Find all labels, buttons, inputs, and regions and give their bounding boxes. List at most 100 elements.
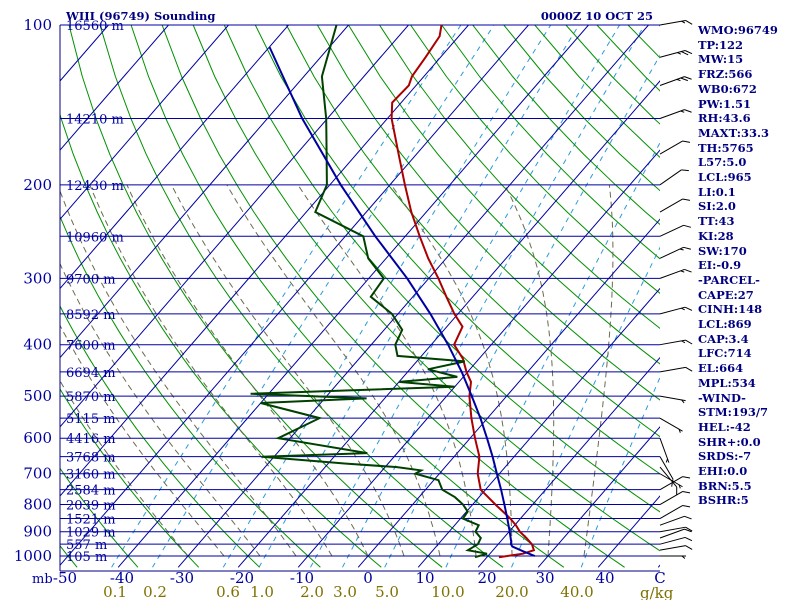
dry-adiabat-line [130, 25, 565, 568]
stability-index-item: LCL:965 [698, 170, 752, 184]
isotherm-line [177, 25, 649, 568]
wind-barb [659, 109, 692, 119]
pressure-unit-label: mb [32, 572, 53, 587]
moist-adiabat-line [60, 379, 189, 557]
chart-datetime: 0000Z 10 OCT 25 [541, 9, 653, 23]
wind-barb [659, 505, 691, 519]
mixing-ratio-tick-label: 40.0 [560, 583, 593, 600]
mixing-ratio-tick-label: 20.0 [495, 583, 528, 600]
height-label: 5115 m [66, 412, 116, 427]
pressure-tick-label: 100 [23, 16, 52, 34]
stability-index-item: TT:43 [698, 214, 735, 229]
stability-index-item: -PARCEL- [698, 272, 760, 287]
trace-dewpoint [250, 25, 488, 559]
wind-barb [659, 545, 693, 551]
height-label: 1521 m [66, 513, 116, 528]
isotherm-line [60, 25, 169, 151]
stability-index-item: BSHR:5 [698, 493, 749, 508]
height-label: 105 m [66, 550, 107, 565]
stability-index-item: EHI:0.0 [698, 464, 748, 478]
moist-adiabat-line [504, 184, 555, 557]
temperature-tick-label: -30 [170, 569, 194, 587]
mixing-ratio-line [511, 246, 660, 568]
mixing-ratio-tick-label: 2.0 [300, 583, 324, 600]
temperature-tick-label: 10 [415, 569, 434, 587]
stability-index-item: RH:43.6 [698, 111, 751, 126]
mixing-ratio-tick-label: 0.1 [103, 583, 127, 600]
moist-adiabat-line [60, 189, 297, 557]
stability-index-item: WB0:672 [698, 81, 757, 96]
wind-barb [659, 528, 692, 539]
dry-adiabat-line [410, 25, 660, 294]
wind-barb [659, 246, 692, 259]
isotherm-line [60, 25, 349, 359]
pressure-tick-label: 200 [23, 176, 52, 194]
dry-adiabat-line [441, 25, 660, 260]
dry-adiabat-line [223, 25, 660, 513]
height-label: 6694 m [66, 366, 116, 381]
isotherm-line [60, 25, 409, 428]
stability-index-item: MW:15 [698, 52, 744, 67]
height-label: 2039 m [66, 499, 116, 514]
mixing-ratio-tick-label: 1.0 [250, 583, 274, 600]
isotherm-line [297, 149, 660, 568]
wind-barb [659, 140, 691, 155]
dry-adiabat-line [348, 25, 660, 365]
mixing-ratio-tick-label: 0.6 [216, 583, 240, 600]
wind-barb [659, 438, 670, 463]
pressure-tick-label: 1000 [14, 547, 52, 565]
stability-index-item: CAP:3.4 [698, 331, 749, 346]
height-label: 8592 m [66, 308, 116, 323]
stability-index-item: CAPE:27 [698, 287, 754, 302]
height-label: 14210 m [66, 113, 124, 128]
height-label: 557 m [66, 538, 107, 553]
height-label: 7600 m [66, 339, 116, 354]
dry-adiabats [60, 25, 660, 568]
wind-barb [659, 515, 692, 526]
dry-adiabat-line [254, 25, 660, 475]
height-label: 10960 m [66, 230, 124, 245]
dry-adiabat-line [60, 305, 260, 568]
wind-barb [659, 526, 693, 533]
stability-index-item: CINH:148 [698, 302, 763, 317]
stability-index-item: LI:0.1 [698, 184, 736, 199]
wind-barb [659, 198, 691, 213]
mixing-ratio-line [111, 25, 462, 568]
dry-adiabat-line [285, 25, 660, 438]
stability-index-item: TH:5765 [698, 140, 754, 155]
dry-adiabat-line [60, 215, 321, 568]
dry-adiabat-line [60, 467, 139, 568]
stability-index-item: STM:193/7 [698, 405, 769, 420]
isotherms [60, 25, 660, 568]
isotherm-line [237, 80, 660, 568]
wind-barb [660, 555, 686, 559]
dry-adiabat-line [60, 388, 200, 568]
pressure-tick-label: 900 [23, 523, 52, 541]
temperature-tick-label: 20 [477, 569, 496, 587]
height-label: 12430 m [66, 179, 124, 194]
wind-barb [659, 366, 693, 373]
height-label: 5870 m [66, 390, 116, 405]
mixing-ratio-line [152, 25, 495, 568]
height-label: 1029 m [66, 526, 116, 541]
mixing-ratio-line [445, 141, 660, 568]
stability-index-item: EI:-0.9 [698, 258, 742, 273]
wind-barbs [659, 19, 693, 559]
isotherm-line [60, 25, 289, 290]
wind-barb [659, 417, 683, 433]
temperature-tick-label: 30 [535, 569, 554, 587]
stability-index-item: KI:28 [698, 228, 734, 243]
wind-barb [659, 50, 693, 58]
stability-index-item: HEL:-42 [698, 419, 751, 434]
isotherm-line [537, 426, 660, 568]
stability-index-item: -WIND- [698, 390, 746, 405]
dry-adiabat-line [192, 25, 660, 552]
stability-index-item: LFC:714 [698, 346, 752, 361]
temperature-tick-label: 40 [595, 569, 614, 587]
stability-index-item: MAXT:33.3 [698, 125, 769, 140]
dry-adiabat-line [379, 25, 660, 330]
stability-index-item: FRZ:566 [698, 67, 753, 82]
stability-index-item: SRDS:-7 [698, 449, 752, 464]
stability-index-item: SHR+:0.0 [698, 434, 761, 449]
